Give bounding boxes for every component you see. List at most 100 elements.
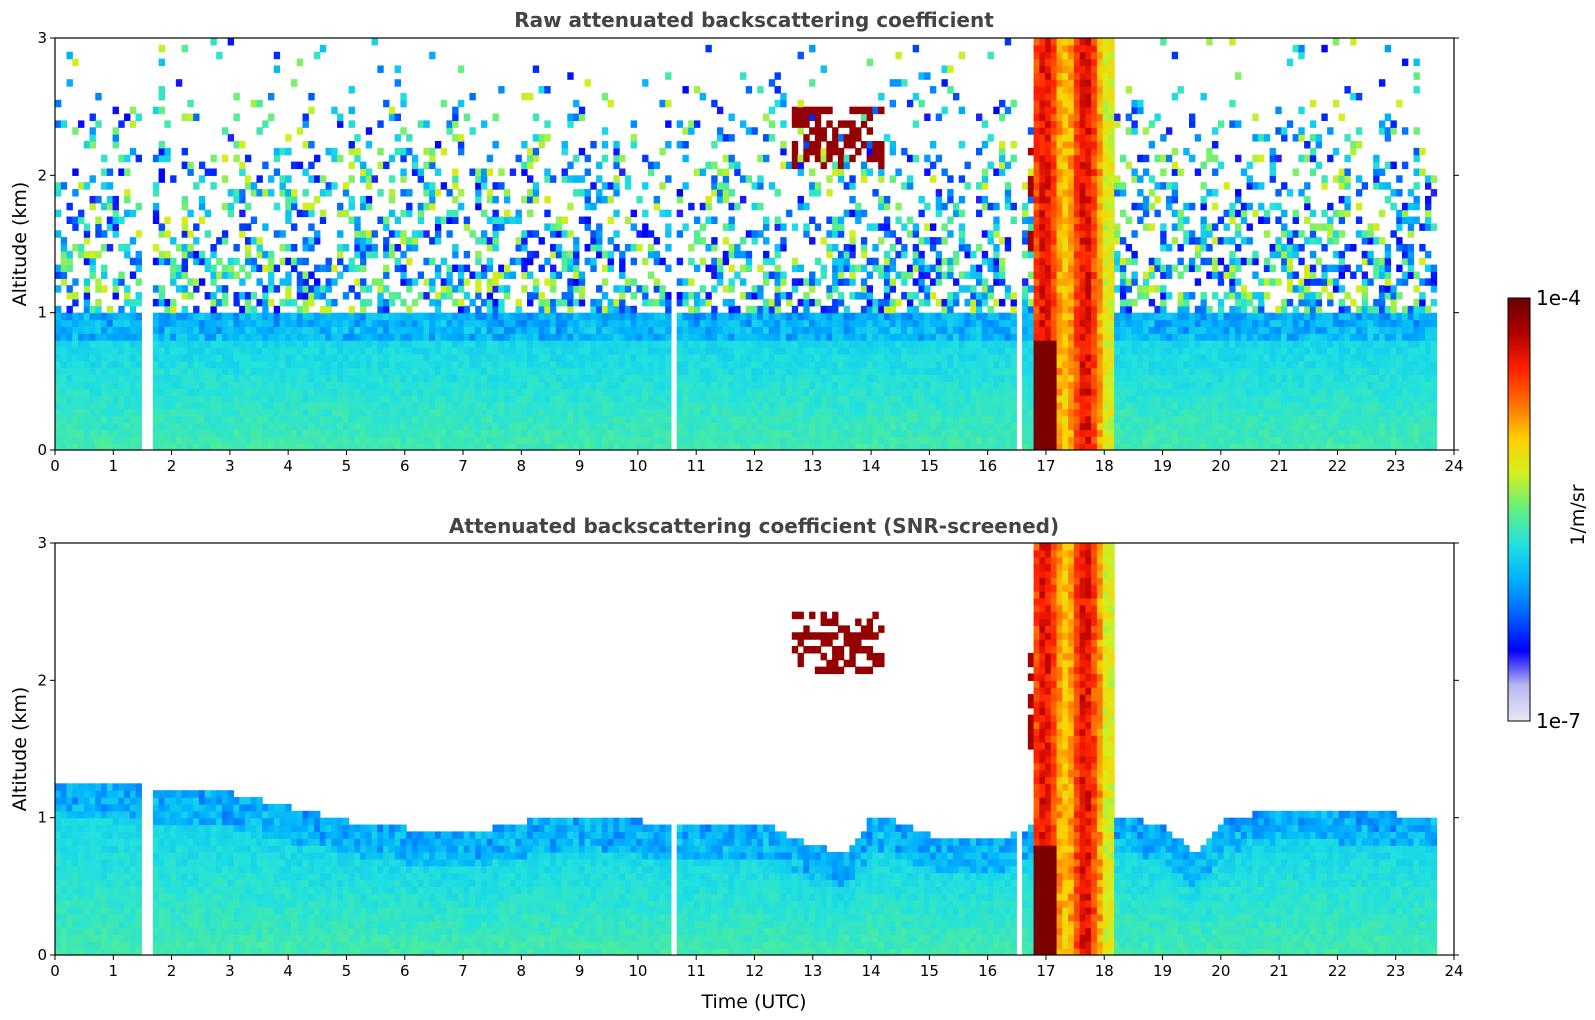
- heatmap-cell: [112, 285, 119, 293]
- heatmap-cell: [210, 401, 217, 410]
- heatmap-cell: [607, 319, 614, 327]
- heatmap-cell: [181, 319, 188, 327]
- heatmap-cell: [803, 381, 810, 389]
- heatmap-cell: [647, 319, 655, 327]
- heatmap-cell: [665, 333, 672, 341]
- heatmap-cell: [826, 381, 833, 389]
- heatmap-cell: [181, 271, 188, 279]
- heatmap-cell: [688, 319, 695, 327]
- heatmap-cell: [60, 429, 68, 437]
- heatmap-cell: [757, 353, 764, 362]
- heatmap-cell: [377, 189, 384, 197]
- heatmap-cell: [665, 292, 672, 300]
- heatmap-cell: [797, 202, 804, 211]
- heatmap-cell: [267, 271, 275, 279]
- heatmap-cell: [860, 408, 868, 417]
- heatmap-cell: [860, 264, 868, 273]
- heatmap-cell: [878, 347, 885, 355]
- heatmap-cell: [124, 326, 131, 334]
- heatmap-cell: [66, 395, 73, 403]
- heatmap-cell: [325, 388, 332, 396]
- heatmap-cell: [388, 333, 396, 341]
- heatmap-cell: [187, 292, 194, 300]
- heatmap-cell: [952, 347, 960, 355]
- heatmap-cell: [906, 175, 914, 183]
- heatmap-cell: [814, 147, 822, 156]
- heatmap-cell: [993, 436, 1000, 444]
- heatmap-cell: [786, 353, 793, 362]
- heatmap-cell: [400, 333, 407, 341]
- heatmap-cell: [112, 374, 119, 382]
- heatmap-cell: [440, 278, 448, 286]
- heatmap-cell: [751, 360, 758, 369]
- heatmap-cell: [509, 436, 517, 444]
- heatmap-cell: [947, 195, 954, 204]
- heatmap-cell: [55, 99, 62, 108]
- heatmap-cell: [573, 175, 580, 183]
- heatmap-cell: [573, 326, 580, 334]
- heatmap-cell: [308, 353, 315, 362]
- heatmap-cell: [688, 127, 695, 135]
- heatmap-cell: [555, 443, 563, 450]
- heatmap-cell: [342, 326, 350, 334]
- heatmap-cell: [89, 175, 96, 183]
- heatmap-cell: [676, 257, 684, 266]
- heatmap-cell: [83, 347, 91, 355]
- heatmap-cell: [446, 347, 453, 355]
- heatmap-cell: [400, 360, 407, 369]
- heatmap-cell: [676, 395, 684, 403]
- heatmap-cell: [227, 436, 235, 444]
- heatmap-cell: [567, 257, 574, 266]
- heatmap-cell: [492, 347, 499, 355]
- heatmap-cell: [791, 305, 799, 314]
- heatmap-cell: [837, 395, 845, 403]
- heatmap-cell: [676, 120, 684, 128]
- heatmap-cell: [423, 381, 430, 389]
- heatmap-cell: [803, 305, 810, 314]
- heatmap-cell: [999, 401, 1006, 410]
- heatmap-cell: [745, 86, 753, 94]
- heatmap-cell: [866, 271, 873, 279]
- heatmap-cell: [607, 312, 614, 321]
- heatmap-cell: [106, 333, 114, 341]
- heatmap-cell: [716, 360, 724, 369]
- heatmap-cell: [970, 388, 977, 396]
- heatmap-cell: [429, 326, 436, 334]
- heatmap-cell: [181, 250, 188, 259]
- heatmap-cell: [319, 360, 327, 369]
- heatmap-cell: [809, 106, 816, 115]
- heatmap-cell: [250, 388, 258, 396]
- heatmap-cell: [509, 367, 517, 376]
- heatmap-cell: [118, 443, 125, 450]
- heatmap-cell: [999, 326, 1006, 334]
- heatmap-cell: [797, 395, 804, 403]
- heatmap-cell: [152, 443, 160, 450]
- heatmap-cell: [129, 436, 137, 444]
- heatmap-cell: [866, 154, 873, 163]
- heatmap-cell: [388, 292, 396, 300]
- heatmap-cell: [918, 388, 925, 396]
- heatmap-cell: [751, 230, 758, 238]
- heatmap-cell: [590, 395, 597, 403]
- heatmap-cell: [941, 106, 948, 115]
- heatmap-cell: [740, 312, 747, 321]
- heatmap-cell: [394, 353, 401, 362]
- heatmap-cell: [256, 333, 263, 341]
- heatmap-cell: [193, 374, 200, 382]
- heatmap-cell: [244, 202, 252, 211]
- heatmap-cell: [797, 161, 804, 170]
- heatmap-cell: [457, 415, 465, 424]
- heatmap-cell: [475, 429, 482, 437]
- heatmap-cell: [388, 209, 396, 218]
- heatmap-cell: [774, 401, 781, 410]
- heatmap-cell: [584, 347, 591, 355]
- heatmap-cell: [883, 271, 891, 279]
- heatmap-cell: [129, 381, 137, 389]
- heatmap-cell: [883, 264, 891, 273]
- heatmap-cell: [95, 381, 102, 389]
- heatmap-cell: [106, 422, 114, 430]
- heatmap-cell: [820, 381, 827, 389]
- heatmap-cell: [365, 127, 373, 135]
- heatmap-cell: [164, 381, 171, 389]
- heatmap-cell: [728, 367, 735, 376]
